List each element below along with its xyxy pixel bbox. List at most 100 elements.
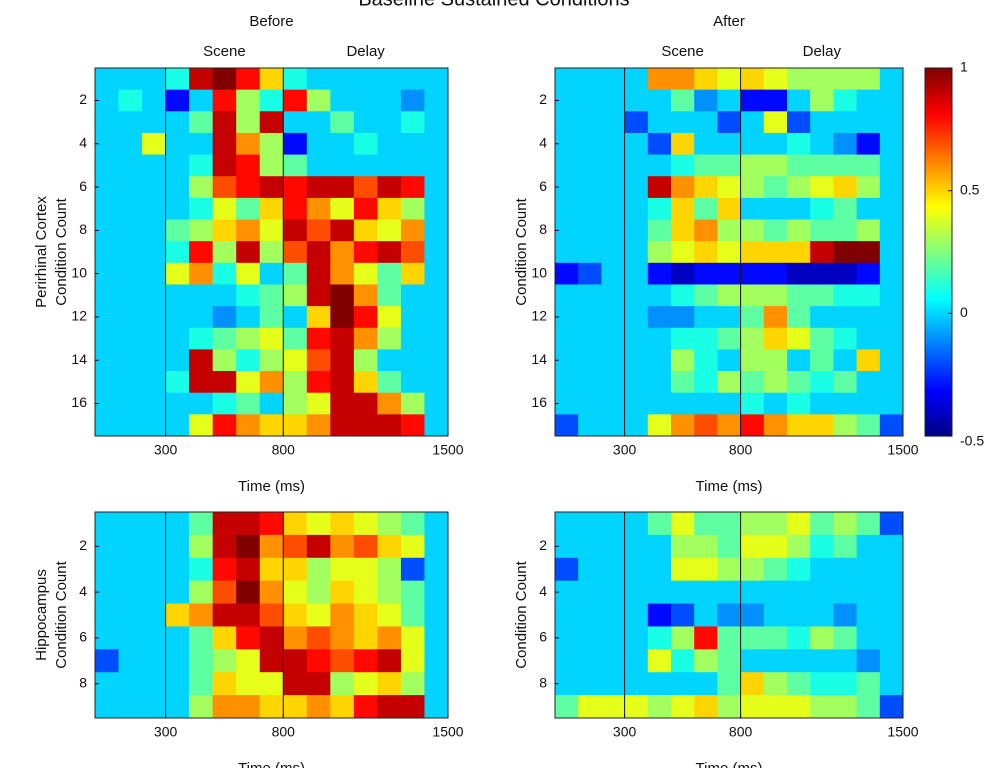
heat-cell: [647, 534, 672, 559]
heat-cell: [212, 580, 237, 605]
heat-cell: [424, 241, 449, 264]
heat-cell: [763, 111, 788, 134]
heat-cell: [740, 111, 765, 134]
heat-cell: [856, 284, 881, 307]
heat-cell: [763, 649, 788, 673]
heat-cell: [353, 534, 378, 559]
heat-cell: [763, 392, 788, 415]
heat-cell: [671, 580, 695, 605]
colorbar-swatch: [925, 352, 952, 357]
x-tick-label: 1500: [432, 442, 463, 458]
heat-cell: [400, 349, 425, 372]
heat-cell: [330, 603, 355, 627]
colorbar-swatch: [925, 292, 952, 297]
heat-cell: [400, 111, 425, 134]
heat-cell: [787, 557, 811, 582]
heat-cell: [236, 392, 261, 415]
heat-cell: [212, 349, 237, 372]
heat-cell: [740, 512, 765, 536]
heat-cell: [717, 371, 742, 394]
heat-cell: [424, 89, 449, 112]
y-tick-label: 2: [539, 537, 547, 553]
heat-cell: [671, 111, 695, 134]
heat-cell: [671, 306, 695, 329]
heat-cell: [283, 349, 308, 372]
heat-cell: [189, 176, 214, 199]
y-tick-label: 2: [79, 537, 87, 553]
heat-cell: [259, 241, 284, 264]
y-tick-label: 10: [71, 264, 87, 280]
heat-cell: [353, 68, 378, 91]
heat-cell: [879, 534, 904, 559]
row-label: Hippocampus: [33, 569, 50, 661]
colorbar-swatch: [925, 356, 952, 361]
colorbar-swatch: [925, 148, 952, 153]
heat-cell: [578, 626, 602, 650]
y-tick-label: 8: [79, 221, 87, 237]
heat-cell: [283, 603, 308, 627]
heat-cell: [601, 219, 626, 242]
heat-cell: [856, 306, 881, 329]
heat-cell: [787, 626, 811, 650]
heat-cell: [740, 327, 765, 350]
heat-cell: [118, 68, 143, 91]
heat-cell: [578, 262, 602, 285]
heat-cell: [647, 306, 672, 329]
heat-cell: [833, 89, 858, 112]
heat-cell: [424, 306, 449, 329]
colorbar-swatch: [925, 104, 952, 109]
heat-cell: [856, 371, 881, 394]
heat-cell: [624, 241, 649, 264]
heat-cell: [283, 626, 308, 650]
heat-cell: [787, 371, 811, 394]
heat-cell: [212, 626, 237, 650]
heat-cell: [578, 327, 602, 350]
plot-frame: [94, 67, 449, 437]
colorbar-swatch: [925, 92, 952, 97]
heat-cell: [833, 284, 858, 307]
heat-cell: [787, 672, 811, 696]
heat-cell: [353, 626, 378, 650]
heat-cell: [236, 649, 261, 673]
heat-cell: [601, 197, 626, 221]
heat-cell: [717, 534, 742, 559]
heat-cell: [259, 512, 284, 536]
heat-cell: [694, 219, 718, 242]
heat-cell: [306, 132, 331, 156]
heat-cell: [601, 371, 626, 394]
heat-cell: [95, 672, 120, 696]
x-tick-label: 800: [729, 442, 753, 458]
heat-cell: [694, 626, 718, 650]
colorbar-swatch: [925, 400, 952, 405]
heat-cell: [601, 176, 626, 199]
x-axis-label: Time (ms): [696, 760, 763, 768]
heat-cell: [212, 68, 237, 91]
heat-cell: [671, 626, 695, 650]
heat-cell: [118, 241, 143, 264]
heat-cell: [833, 695, 858, 719]
heat-cell: [856, 534, 881, 559]
heat-cell: [259, 371, 284, 394]
heat-cell: [624, 68, 649, 91]
colorbar-swatch: [925, 164, 952, 169]
heat-cell: [763, 219, 788, 242]
heat-cell: [189, 371, 214, 394]
heat-cell: [879, 262, 904, 285]
heat-cell: [763, 695, 788, 719]
colorbar-swatch: [925, 208, 952, 213]
heat-cell: [787, 241, 811, 264]
heat-cell: [283, 392, 308, 415]
heat-cell: [624, 262, 649, 285]
heat-cell: [306, 154, 331, 177]
heat-cell: [377, 68, 402, 91]
heat-cell: [377, 580, 402, 605]
heat-cell: [259, 111, 284, 134]
colorbar-swatch: [925, 384, 952, 389]
heat-cell: [189, 219, 214, 242]
heat-cell: [763, 414, 788, 437]
heat-cell: [377, 534, 402, 559]
heat-cell: [671, 649, 695, 673]
heat-cell: [236, 371, 261, 394]
phase-label: Scene: [203, 43, 246, 60]
heat-cell: [95, 392, 120, 415]
